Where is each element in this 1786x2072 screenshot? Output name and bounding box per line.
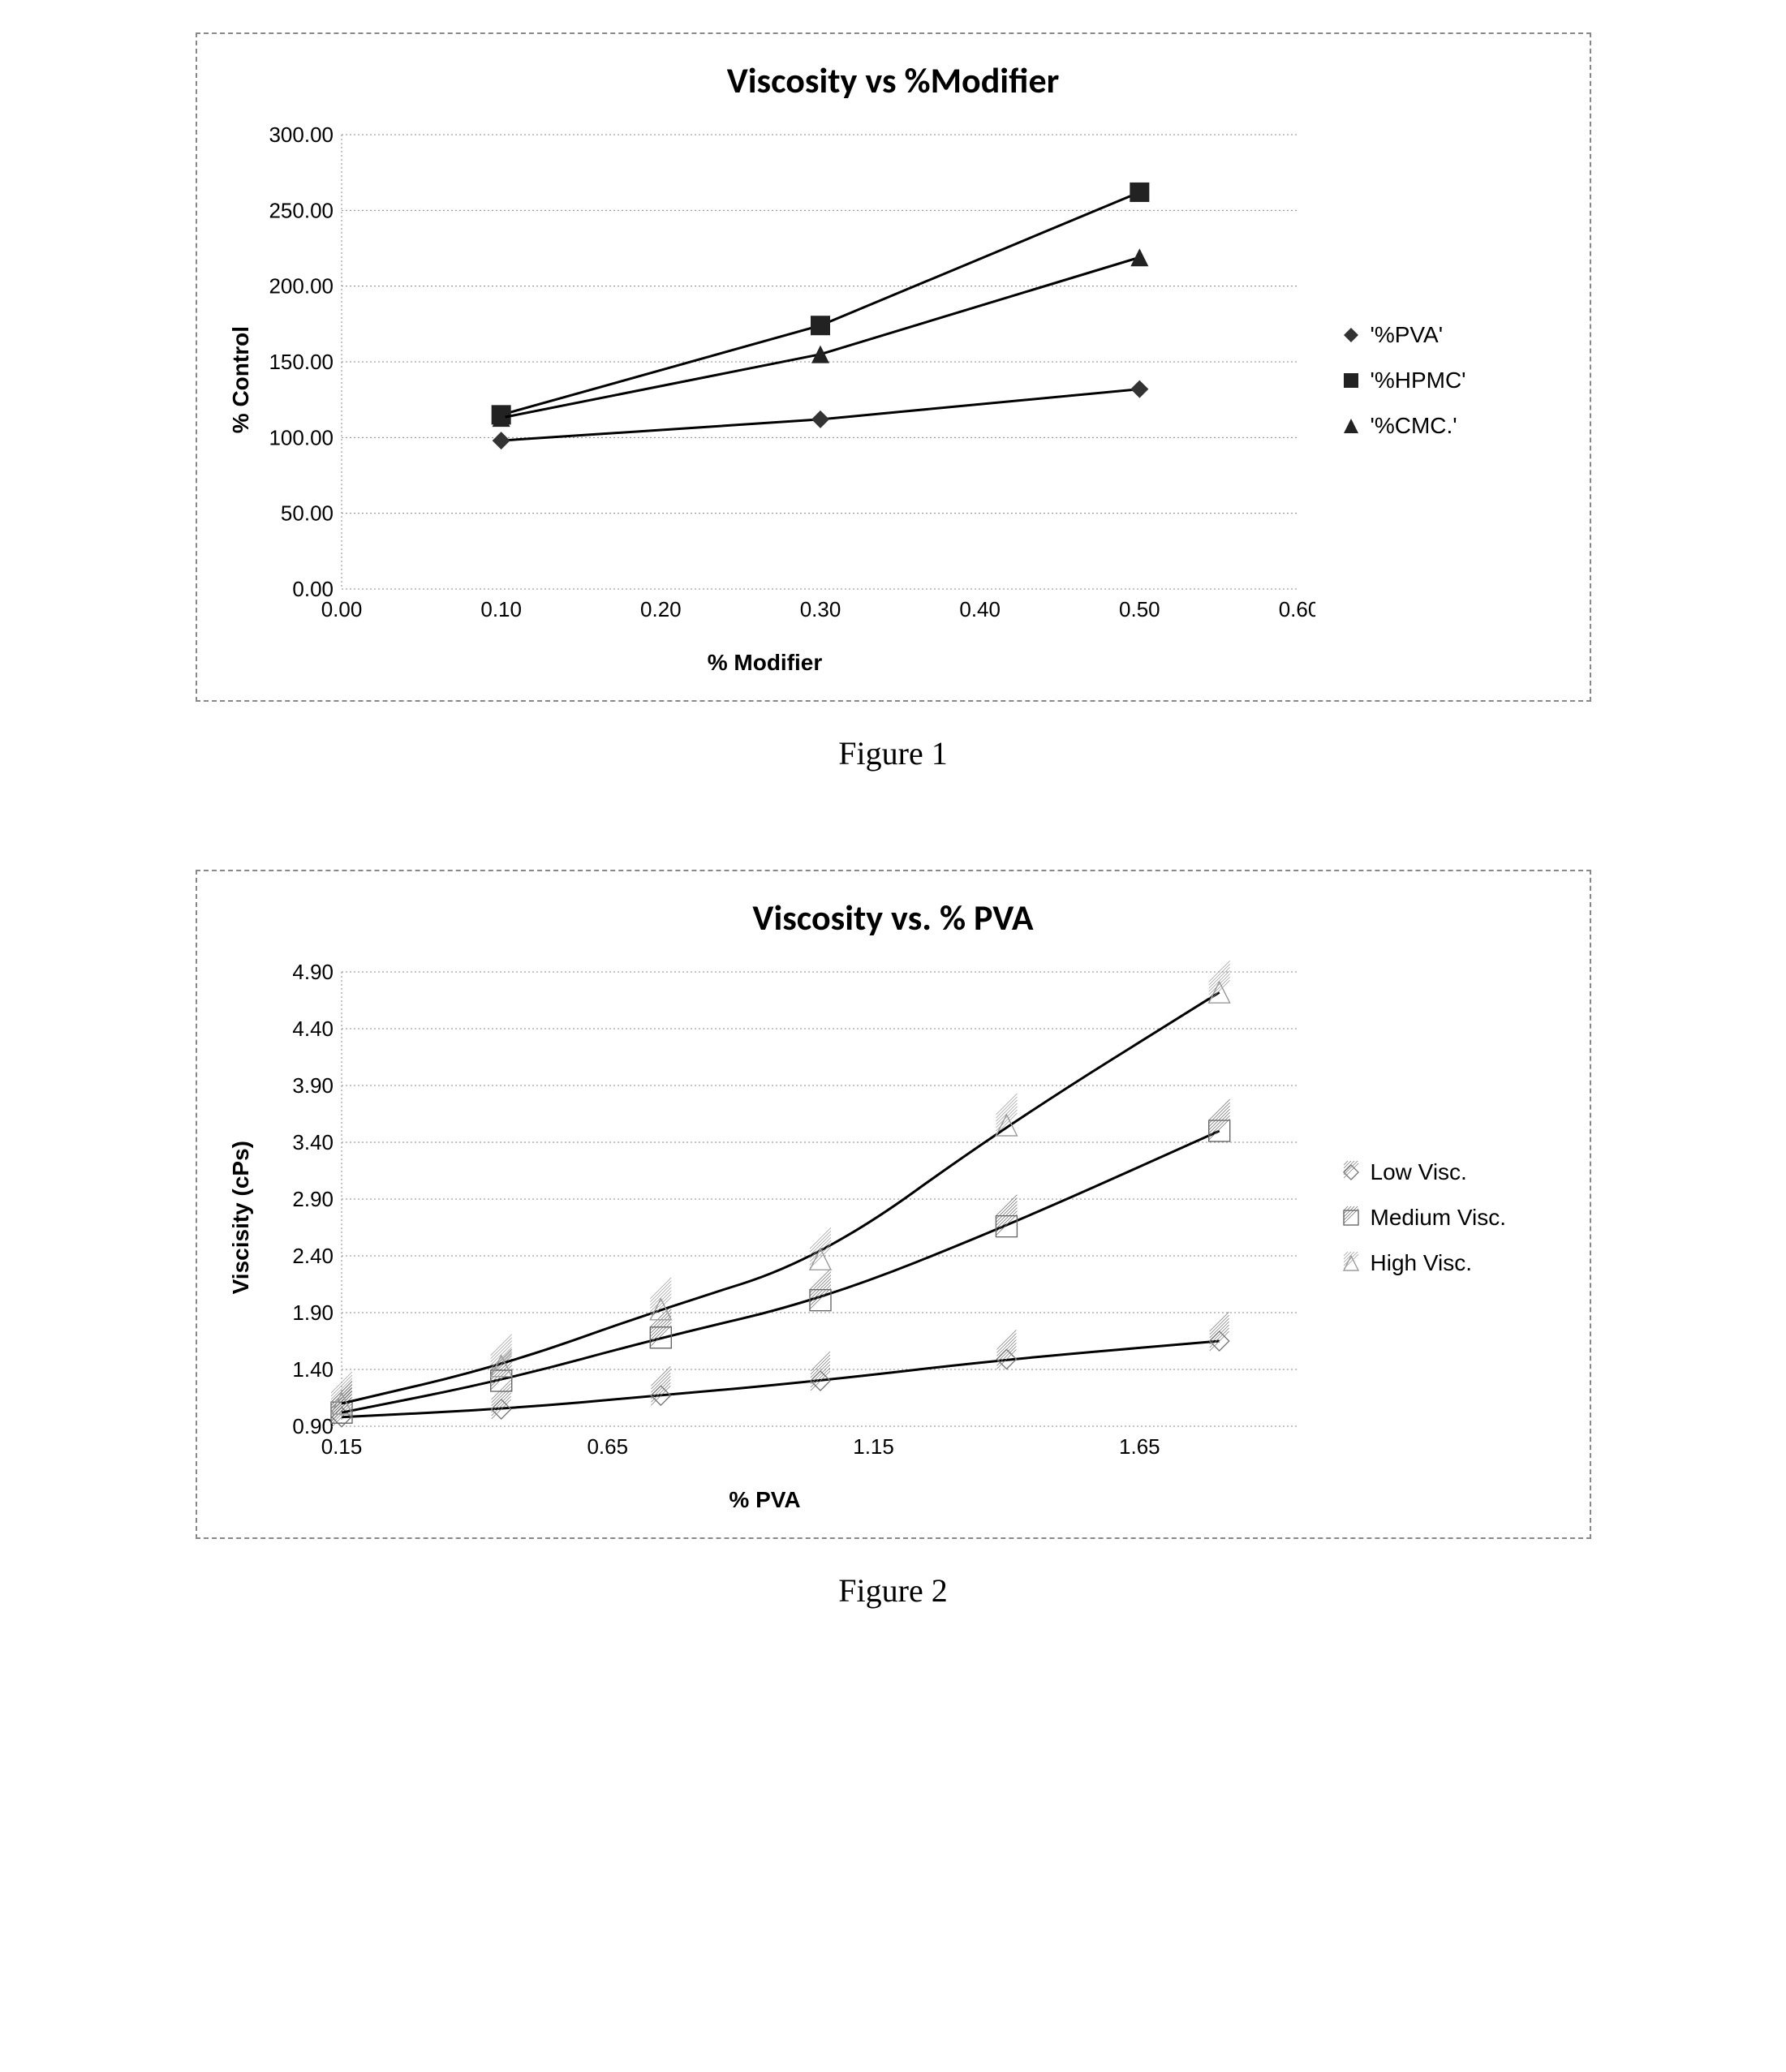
svg-text:1.65: 1.65 bbox=[1119, 1434, 1160, 1459]
legend-label: '%PVA' bbox=[1371, 312, 1444, 358]
svg-text:0.50: 0.50 bbox=[1119, 597, 1160, 621]
svg-text:0.40: 0.40 bbox=[959, 597, 1001, 621]
figure-2-block: Viscosity vs. % PVA Viscisity (cPs) 0.90… bbox=[196, 870, 1591, 1610]
svg-text:150.00: 150.00 bbox=[269, 350, 334, 374]
figure-2-caption: Figure 2 bbox=[196, 1571, 1591, 1610]
svg-text:1.90: 1.90 bbox=[292, 1300, 334, 1325]
figure-2-legend: Low Visc.Medium Visc.High Visc. bbox=[1315, 1150, 1507, 1286]
svg-text:4.90: 4.90 bbox=[292, 960, 334, 984]
figure-1-plot-row: % Control 0.00 50.00 100.00 150.00 200.00 250… bbox=[222, 118, 1565, 642]
svg-text:0.30: 0.30 bbox=[799, 597, 841, 621]
svg-text:0.20: 0.20 bbox=[640, 597, 682, 621]
legend-label: '%CMC.' bbox=[1371, 403, 1457, 449]
figure-1-xlabel: % Modifier bbox=[286, 650, 1244, 676]
figure-1-legend: '%PVA''%HPMC''%CMC.' bbox=[1315, 312, 1466, 449]
figure-1-frame: Viscosity vs %Modifier % Control 0.00 50.… bbox=[196, 32, 1591, 702]
svg-text:0.15: 0.15 bbox=[321, 1434, 362, 1459]
svg-text:3.40: 3.40 bbox=[292, 1130, 334, 1154]
legend-item: '%CMC.' bbox=[1340, 403, 1466, 449]
svg-text:100.00: 100.00 bbox=[269, 425, 334, 449]
svg-text:2.40: 2.40 bbox=[292, 1244, 334, 1268]
figure-1-ylabel: % Control bbox=[222, 326, 260, 433]
figure-2-plot: 0.901.401.902.402.903.403.904.404.900.15… bbox=[260, 956, 1315, 1479]
svg-text:3.90: 3.90 bbox=[292, 1073, 334, 1098]
figure-1-caption: Figure 1 bbox=[196, 734, 1591, 772]
legend-item: '%PVA' bbox=[1340, 312, 1466, 358]
svg-text:1.40: 1.40 bbox=[292, 1357, 334, 1382]
figure-2-ylabel: Viscisity (cPs) bbox=[222, 1141, 260, 1294]
svg-text:0.10: 0.10 bbox=[480, 597, 522, 621]
figure-2-title: Viscosity vs. % PVA bbox=[222, 896, 1565, 939]
svg-text:0.65: 0.65 bbox=[587, 1434, 628, 1459]
legend-item: High Visc. bbox=[1340, 1240, 1507, 1286]
figure-1-plot: 0.00 50.00 100.00 150.00 200.00 250.00 300.00 0… bbox=[260, 118, 1315, 642]
legend-item: '%HPMC' bbox=[1340, 358, 1466, 403]
figure-2-frame: Viscosity vs. % PVA Viscisity (cPs) 0.90… bbox=[196, 870, 1591, 1539]
legend-item: Low Visc. bbox=[1340, 1150, 1507, 1195]
legend-label: '%HPMC' bbox=[1371, 358, 1466, 403]
svg-text:1.15: 1.15 bbox=[853, 1434, 894, 1459]
figure-2-plot-row: Viscisity (cPs) 0.901.401.902.402.903.40… bbox=[222, 956, 1565, 1479]
figure-1-svg: 0.00 50.00 100.00 150.00 200.00 250.00 300.00 0… bbox=[260, 118, 1315, 638]
figure-1-block: Viscosity vs %Modifier % Control 0.00 50.… bbox=[196, 32, 1591, 772]
svg-text:0.00: 0.00 bbox=[321, 597, 362, 621]
svg-text:2.90: 2.90 bbox=[292, 1187, 334, 1211]
legend-label: High Visc. bbox=[1371, 1240, 1473, 1286]
legend-label: Low Visc. bbox=[1371, 1150, 1467, 1195]
figure-2-svg: 0.901.401.902.402.903.403.904.404.900.15… bbox=[260, 956, 1315, 1475]
svg-text:50.00: 50.00 bbox=[280, 501, 333, 526]
svg-text:250.00: 250.00 bbox=[269, 198, 334, 222]
figure-2-xlabel: % PVA bbox=[286, 1487, 1244, 1513]
svg-text:4.40: 4.40 bbox=[292, 1017, 334, 1041]
legend-item: Medium Visc. bbox=[1340, 1195, 1507, 1240]
figure-1-title: Viscosity vs %Modifier bbox=[222, 58, 1565, 102]
legend-label: Medium Visc. bbox=[1371, 1195, 1507, 1240]
svg-text:0.60: 0.60 bbox=[1278, 597, 1315, 621]
svg-text:300.00: 300.00 bbox=[269, 123, 334, 147]
svg-text:200.00: 200.00 bbox=[269, 274, 334, 299]
